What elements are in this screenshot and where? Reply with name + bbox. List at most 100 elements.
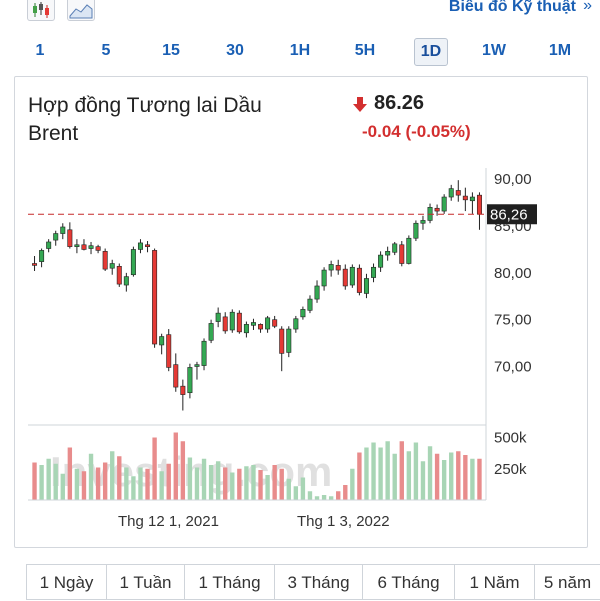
volume-bar xyxy=(159,471,164,500)
volume-bar xyxy=(441,460,447,500)
range-6-months[interactable]: 6 Tháng xyxy=(362,564,454,600)
candle-body xyxy=(399,244,405,264)
candle-body xyxy=(194,364,200,367)
volume-bar xyxy=(314,496,320,500)
volume-bar xyxy=(378,447,383,500)
volume-bar xyxy=(95,467,101,500)
price-down-arrow-icon xyxy=(353,97,367,112)
candle-body xyxy=(152,250,158,345)
volume-bar xyxy=(477,458,482,500)
candle-body xyxy=(349,266,355,286)
range-3-months[interactable]: 3 Tháng xyxy=(274,564,362,600)
candle-body xyxy=(356,267,362,293)
candle-body xyxy=(102,251,108,270)
instrument-title: Hợp đồng Tương lai Dầu Brent xyxy=(28,92,262,148)
volume-bar xyxy=(456,451,461,500)
volume-axis-labels: 500k 250k xyxy=(494,430,527,478)
volume-bar xyxy=(74,468,80,500)
interval-1w[interactable]: 1W xyxy=(482,42,506,59)
range-1-week[interactable]: 1 Tuần xyxy=(106,564,184,600)
candle-body xyxy=(215,312,221,322)
range-1-year[interactable]: 1 Năm xyxy=(454,564,534,600)
candle-body xyxy=(434,207,440,212)
candle-body xyxy=(250,322,256,326)
range-1-day[interactable]: 1 Ngày xyxy=(26,564,106,600)
volume-bar xyxy=(258,470,263,500)
last-price-tag-label: 86,26 xyxy=(490,206,528,223)
candle-body xyxy=(328,264,334,271)
interval-15[interactable]: 15 xyxy=(162,42,180,59)
volume-bar xyxy=(124,467,129,500)
y-tick-label: 80,00 xyxy=(494,265,532,282)
volume-bar xyxy=(187,457,193,500)
volume-bar xyxy=(293,486,299,500)
y-tick-label: 75,00 xyxy=(494,312,532,329)
candle-body xyxy=(342,268,348,287)
volume-bar xyxy=(336,491,341,500)
candle-body xyxy=(314,285,320,300)
instrument-title-line1: Hợp đồng Tương lai Dầu xyxy=(28,94,262,117)
volume-bar xyxy=(392,453,397,500)
volume-bar xyxy=(434,453,440,500)
candle-body xyxy=(137,242,143,250)
candle-body xyxy=(279,328,285,354)
candle-body xyxy=(321,269,327,287)
candle-body xyxy=(159,336,165,346)
volume-bar xyxy=(88,453,94,500)
x-tick-label-jan: Thg 1 3, 2022 xyxy=(297,513,390,530)
volume-bar xyxy=(39,465,44,500)
candle-body xyxy=(258,324,264,330)
volume-bar xyxy=(321,495,327,500)
candle-body xyxy=(166,334,172,368)
area-chart-icon[interactable] xyxy=(67,0,95,21)
interval-30[interactable]: 30 xyxy=(226,42,244,59)
instrument-title-line2: Brent xyxy=(28,122,79,145)
volume-bar xyxy=(350,468,355,500)
technical-chart-link[interactable]: Biểu đồ Kỹ thuật xyxy=(448,0,576,15)
volume-bar xyxy=(470,458,475,500)
candle-body xyxy=(123,276,129,286)
volume-bar xyxy=(371,442,376,500)
volume-bar xyxy=(406,451,412,500)
price-change: -0.04 (-0.05%) xyxy=(362,122,471,142)
candle-body xyxy=(363,278,369,294)
candle-body xyxy=(469,196,475,202)
volume-bar xyxy=(343,485,348,500)
volume-bar xyxy=(32,462,37,500)
chevron-right-icon[interactable]: » xyxy=(583,0,592,14)
candle-body xyxy=(293,318,299,330)
price-change-percent: (-0.05%) xyxy=(405,122,471,141)
volume-bar xyxy=(131,476,136,500)
volume-bar xyxy=(357,452,362,500)
volume-bar xyxy=(60,473,65,500)
range-1-month[interactable]: 1 Tháng xyxy=(184,564,274,600)
candle-body xyxy=(441,196,447,212)
candle-body xyxy=(300,309,306,318)
volume-bar xyxy=(307,491,313,500)
candle-body xyxy=(420,220,426,224)
interval-1h[interactable]: 1H xyxy=(289,42,311,59)
y-tick-label: 70,00 xyxy=(494,359,532,376)
volume-bar xyxy=(152,437,157,500)
candle-body xyxy=(229,311,235,331)
candle-body xyxy=(187,367,193,394)
candle-body xyxy=(88,245,94,249)
volume-bar xyxy=(194,467,200,500)
volume-bar xyxy=(279,468,284,500)
candle-body xyxy=(371,266,377,278)
candle-body xyxy=(307,298,313,311)
candlestick-icon[interactable] xyxy=(27,0,55,21)
range-5-years[interactable]: 5 năm xyxy=(534,564,600,600)
last-price: 86.26 xyxy=(374,92,425,114)
interval-1[interactable]: 1 xyxy=(35,42,45,59)
volume-bar xyxy=(138,467,143,500)
candle-body xyxy=(272,319,278,327)
last-price-tag-bg xyxy=(487,204,537,225)
interval-1d[interactable]: 1D xyxy=(414,38,448,66)
candlestick-icon-graphic xyxy=(33,2,49,18)
interval-5h[interactable]: 5H xyxy=(354,42,376,59)
interval-1m[interactable]: 1M xyxy=(548,42,572,59)
interval-5[interactable]: 5 xyxy=(101,42,111,59)
x-tick-label-dec: Thg 12 1, 2021 xyxy=(118,513,219,530)
